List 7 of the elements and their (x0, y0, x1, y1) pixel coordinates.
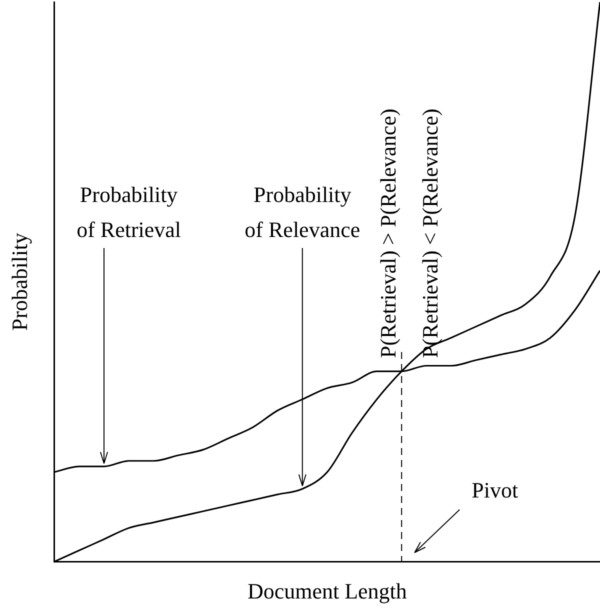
x-axis-title: Document Length (247, 578, 407, 604)
text: Probability of Retrieval (76, 182, 182, 242)
annotation: Probability of Relevance (244, 182, 360, 242)
y-axis-title: Probability (6, 232, 32, 331)
annotation: Pivot (472, 478, 518, 503)
annotation: P(Retrieval) > P(Relevance) (376, 108, 401, 358)
annotation: P(Retrieval) < P(Relevance) (418, 108, 443, 358)
